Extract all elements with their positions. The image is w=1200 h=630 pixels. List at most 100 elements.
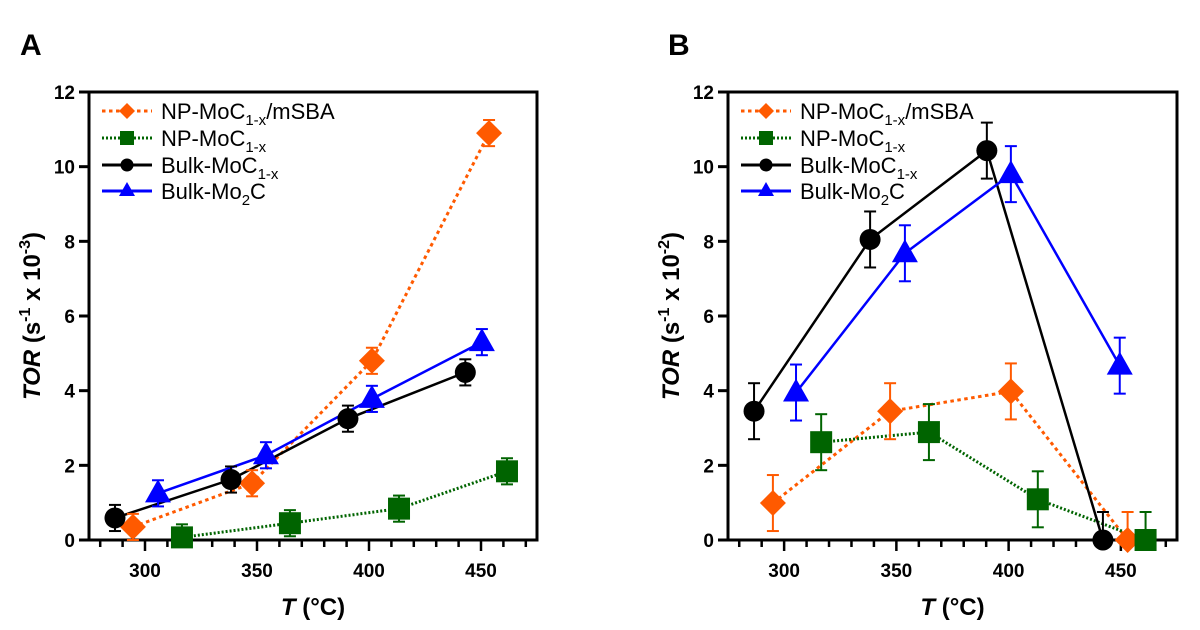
legend-item: NP-MoC1-x/mSBA — [741, 99, 974, 129]
legend-label-name: Bulk-MoC — [161, 153, 258, 178]
plot-frame — [726, 90, 1179, 542]
x-tick-label: 350 — [241, 561, 273, 582]
series-line-0 — [771, 389, 1129, 541]
circle-marker — [104, 507, 126, 529]
legend-label-suffix: /mSBA — [266, 99, 335, 124]
legend-label-sub: 1-x — [897, 166, 918, 183]
diamond-marker — [239, 470, 266, 497]
circle-marker — [976, 140, 998, 162]
y-axis-title: TOR (s-1 x 10-3) — [17, 232, 46, 400]
triangle-marker — [1106, 351, 1133, 375]
legend-label-name: Bulk-Mo — [161, 179, 242, 204]
y-tick-label: 0 — [703, 531, 714, 552]
plot-b: 0 2 4 6 8 10 12 300 350 400 450 T (°C) TOR (s-1 x 10… — [656, 83, 1179, 621]
diamond-marker — [476, 120, 503, 147]
y-tick-label: 4 — [64, 382, 75, 403]
y-tick-label: 10 — [693, 158, 714, 179]
y-tick-label: 2 — [703, 456, 714, 477]
panel-label-a: A — [20, 29, 42, 62]
legend-label-sub: 1-x — [884, 112, 905, 129]
y-axis-title-var: TOR — [19, 349, 46, 400]
series-line-0 — [132, 132, 491, 529]
circle-marker — [1092, 529, 1114, 551]
y-axis-title-mid: x 10 — [19, 254, 46, 307]
circle-marker — [220, 469, 242, 491]
y-tick-label: 8 — [64, 232, 75, 253]
legend-label-sub: 2 — [881, 192, 889, 209]
legend-label: Bulk-Mo2C — [161, 179, 266, 209]
x-tick-label: 450 — [1105, 561, 1137, 582]
diamond-marker — [877, 398, 904, 425]
legend-label-sub: 1-x — [884, 139, 905, 156]
legend-diamond-marker — [758, 103, 774, 119]
x-axis-title: T (°C) — [920, 594, 984, 621]
y-axis-title-mid: x 10 — [658, 254, 685, 307]
panel-label-b: B — [668, 29, 690, 62]
square-marker — [917, 421, 940, 444]
series-line-3 — [795, 172, 1121, 394]
triangle-marker — [252, 441, 279, 465]
legend-square-marker — [759, 131, 773, 145]
circle-marker — [337, 408, 359, 430]
x-axis-title-var: T — [920, 594, 937, 621]
square-marker — [170, 526, 193, 549]
series-line-2 — [114, 371, 466, 520]
diamond-marker — [358, 347, 385, 374]
legend-circle-marker — [120, 158, 134, 172]
circle-marker — [454, 361, 476, 383]
legend-label-name: NP-MoC — [161, 99, 245, 124]
triangle-marker — [144, 479, 171, 503]
legend-item: Bulk-MoC1-x — [102, 153, 279, 183]
legend-label: NP-MoC1-x — [161, 126, 267, 156]
legend-label: Bulk-MoC1-x — [800, 153, 918, 183]
y-tick-label: 2 — [64, 456, 75, 477]
legend-label-name: NP-MoC — [800, 126, 884, 151]
series-line-2 — [753, 148, 1105, 541]
legend-label-sub: 1-x — [245, 139, 266, 156]
legend-item: NP-MoC1-x — [741, 126, 906, 156]
legend-item: NP-MoC1-x — [102, 126, 267, 156]
x-tick-label: 450 — [465, 561, 497, 582]
x-tick-label: 350 — [881, 561, 913, 582]
x-tick-label: 400 — [353, 561, 385, 582]
triangle-marker — [783, 378, 810, 402]
legend-label-name: Bulk-MoC — [800, 153, 897, 178]
diamond-marker — [1114, 527, 1141, 553]
y-axis-title-sup: -2 — [656, 240, 673, 254]
series-line-1 — [181, 469, 508, 539]
plot-frame — [87, 90, 539, 542]
legend-label-suffix: /mSBA — [905, 99, 974, 124]
legend-label: Bulk-MoC1-x — [161, 153, 279, 183]
triangle-marker — [891, 239, 918, 263]
legend-diamond-marker — [119, 103, 135, 119]
y-tick-label: 0 — [64, 531, 75, 552]
series-line-3 — [157, 341, 483, 495]
legend-label: NP-MoC1-x/mSBA — [161, 99, 335, 129]
square-marker — [1026, 488, 1049, 511]
circle-marker — [859, 228, 881, 250]
square-marker — [495, 460, 518, 483]
square-marker — [278, 512, 301, 535]
legend-label: NP-MoC1-x/mSBA — [800, 99, 974, 129]
triangle-marker — [468, 328, 495, 352]
legend-label-sub: 1-x — [258, 166, 279, 183]
x-tick-label: 400 — [993, 561, 1025, 582]
y-tick-label: 6 — [64, 307, 75, 328]
legend-triangle-marker — [758, 182, 774, 196]
legend: NP-MoC1-x/mSBANP-MoC1-xBulk-MoC1-xBulk-M… — [741, 99, 974, 209]
legend-label-suffix: C — [250, 179, 266, 204]
triangle-marker — [358, 384, 385, 408]
y-axis-title-unit: (s — [19, 322, 46, 350]
square-marker — [388, 497, 411, 520]
triangle-marker — [997, 160, 1024, 184]
square-marker — [810, 431, 833, 454]
y-axis-title-end: ) — [658, 232, 685, 240]
legend: NP-MoC1-x/mSBANP-MoC1-xBulk-MoC1-xBulk-M… — [102, 99, 335, 209]
y-tick-label: 12 — [54, 83, 75, 104]
y-axis-title-sup: -1 — [656, 307, 673, 321]
legend-item: Bulk-Mo2C — [741, 179, 905, 209]
y-axis-title-sup: -1 — [17, 307, 34, 321]
legend-triangle-marker — [119, 182, 135, 196]
y-tick-label: 12 — [693, 83, 714, 104]
